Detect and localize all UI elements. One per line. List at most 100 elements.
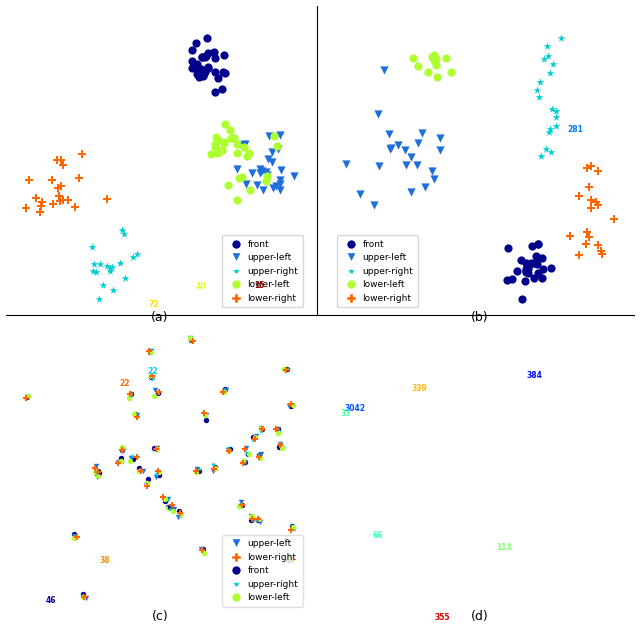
Point xyxy=(401,160,411,170)
Point xyxy=(160,494,170,504)
Point xyxy=(232,149,242,158)
Text: 281: 281 xyxy=(567,125,583,134)
Point xyxy=(58,160,68,170)
Point xyxy=(533,239,543,249)
Text: 66: 66 xyxy=(372,531,383,540)
Point xyxy=(127,451,137,461)
Point xyxy=(154,467,164,477)
Point xyxy=(102,194,112,204)
Point xyxy=(217,145,227,155)
Point xyxy=(540,54,550,64)
Point xyxy=(234,500,244,510)
Point xyxy=(125,389,135,399)
Point xyxy=(74,173,84,183)
Point xyxy=(250,432,260,442)
Point xyxy=(255,165,266,175)
Point xyxy=(220,69,230,79)
Point xyxy=(282,364,292,374)
Point xyxy=(209,464,220,474)
Point xyxy=(235,499,245,509)
Point xyxy=(271,182,282,192)
Point xyxy=(532,268,543,278)
Point xyxy=(406,187,417,197)
Point xyxy=(285,399,296,409)
Point xyxy=(129,409,139,419)
Point xyxy=(289,524,299,534)
Point xyxy=(532,85,542,95)
Point xyxy=(127,252,138,262)
Point xyxy=(232,164,242,174)
Point xyxy=(247,514,257,524)
Point xyxy=(529,258,539,268)
Point xyxy=(255,517,266,527)
Point xyxy=(431,54,441,64)
Point xyxy=(119,229,129,239)
Point xyxy=(108,285,118,295)
Point xyxy=(117,225,127,235)
Point xyxy=(199,548,209,558)
Point xyxy=(146,372,156,382)
Point xyxy=(197,52,207,62)
Point xyxy=(36,197,47,207)
Point xyxy=(586,195,596,205)
Point xyxy=(413,138,423,148)
Point xyxy=(210,142,220,152)
Point xyxy=(591,197,602,207)
Point xyxy=(273,424,283,434)
Point xyxy=(240,139,250,149)
Point xyxy=(93,468,104,478)
Point xyxy=(185,336,195,346)
Point xyxy=(78,588,88,598)
Point xyxy=(521,258,531,268)
Point xyxy=(90,467,100,477)
Point xyxy=(597,248,607,258)
Point xyxy=(149,391,159,401)
Point xyxy=(537,273,547,283)
Point xyxy=(22,391,33,401)
Point xyxy=(273,426,284,436)
Point xyxy=(237,456,248,466)
Point xyxy=(423,67,433,77)
Point xyxy=(147,373,157,383)
Point xyxy=(162,494,172,504)
Point xyxy=(213,148,223,158)
Point xyxy=(102,261,112,271)
Point xyxy=(223,180,234,190)
Point xyxy=(284,552,294,562)
Point xyxy=(77,149,87,158)
Point xyxy=(430,54,440,64)
Point xyxy=(94,294,104,304)
Point xyxy=(246,168,257,178)
Point xyxy=(219,50,229,60)
Point xyxy=(176,509,186,519)
Point xyxy=(35,207,45,217)
Point xyxy=(275,179,285,189)
Point xyxy=(54,190,64,200)
Title: (d): (d) xyxy=(471,610,489,623)
Point xyxy=(198,407,209,417)
Point xyxy=(192,69,202,79)
Point xyxy=(237,457,247,467)
Point xyxy=(132,410,142,420)
Point xyxy=(36,201,46,211)
Point xyxy=(275,130,285,140)
Point xyxy=(187,45,197,55)
Point xyxy=(244,148,254,158)
Point xyxy=(574,192,584,202)
Point xyxy=(273,427,283,437)
Point xyxy=(225,444,235,454)
Point xyxy=(48,198,58,208)
Point xyxy=(527,241,538,251)
Point xyxy=(200,411,210,421)
Point xyxy=(431,61,441,71)
Point xyxy=(24,175,35,185)
Point xyxy=(531,250,541,260)
Point xyxy=(168,504,179,514)
Point xyxy=(257,166,267,176)
Point xyxy=(273,424,284,434)
Point xyxy=(98,280,108,290)
Point xyxy=(253,514,263,524)
Point xyxy=(275,175,285,185)
Point xyxy=(69,533,79,543)
Point xyxy=(87,242,97,252)
